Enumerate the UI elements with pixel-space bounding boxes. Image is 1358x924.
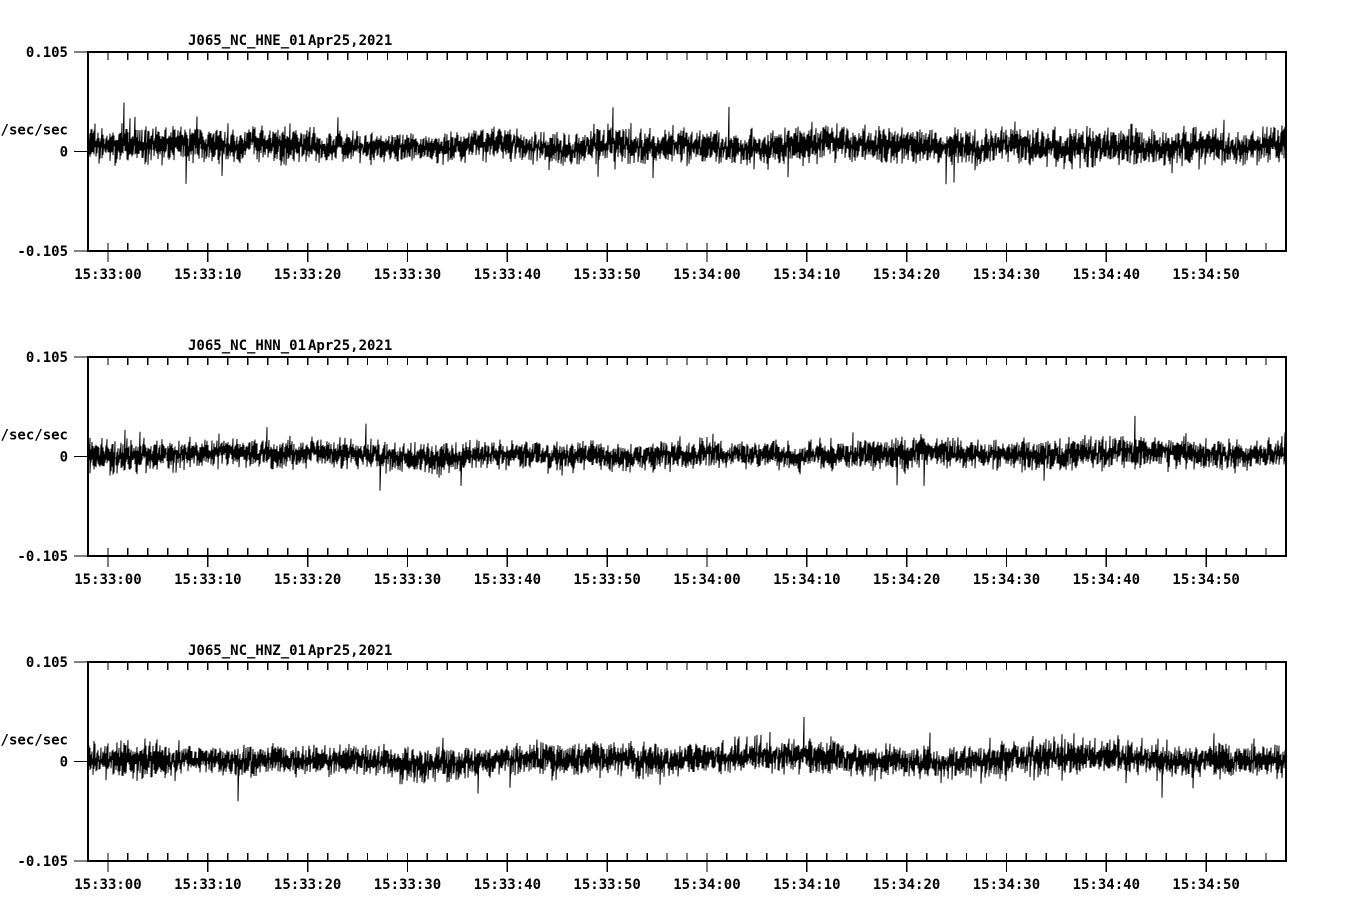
x-axis-tick-label: 15:33:20 <box>274 267 341 283</box>
x-axis-tick-label: 15:33:40 <box>474 267 541 283</box>
waveform-trace <box>87 415 1286 491</box>
x-axis-tick-label: 15:34:10 <box>773 267 840 283</box>
panel-date-label: Apr25,2021 <box>308 338 392 354</box>
y-axis-max-label: 0.105 <box>26 350 68 366</box>
x-axis-tick-label: 15:34:10 <box>773 877 840 893</box>
x-axis-tick-label: 15:33:20 <box>274 877 341 893</box>
x-axis-tick-labels: 15:33:00 15:33:10 15:33:20 15:33:30 15:33:40… <box>74 572 1240 588</box>
y-axis-zero-label: 0 <box>60 145 68 161</box>
x-axis-tick-label: 15:34:20 <box>873 572 940 588</box>
y-axis-min-label: -0.105 <box>17 244 68 260</box>
axis-ticks <box>74 51 1287 262</box>
x-axis-tick-label: 15:33:30 <box>374 877 441 893</box>
x-axis-tick-label: 15:33:50 <box>573 572 640 588</box>
x-axis-tick-label: 15:34:30 <box>973 572 1040 588</box>
x-axis-tick-label: 15:34:30 <box>973 267 1040 283</box>
y-axis-unit-label: cm/sec/sec <box>0 428 68 444</box>
panel-station-label: J065_NC_HNE_01 <box>188 33 306 49</box>
x-axis-tick-label: 15:34:20 <box>873 877 940 893</box>
waveform-trace <box>87 716 1286 802</box>
waveform-trace <box>87 102 1286 185</box>
x-axis-tick-label: 15:34:40 <box>1073 267 1140 283</box>
x-axis-tick-label: 15:34:40 <box>1073 877 1140 893</box>
x-axis-tick-label: 15:33:50 <box>573 267 640 283</box>
x-axis-tick-label: 15:34:00 <box>673 877 740 893</box>
y-axis-min-label: -0.105 <box>17 549 68 565</box>
x-axis-tick-label: 15:33:10 <box>174 877 241 893</box>
x-axis-tick-label: 15:33:30 <box>374 572 441 588</box>
x-axis-tick-label: 15:34:50 <box>1172 572 1239 588</box>
y-axis-max-label: 0.105 <box>26 655 68 671</box>
panel-station-label: J065_NC_HNZ_01 <box>188 643 306 659</box>
x-axis-tick-label: 15:34:50 <box>1172 267 1239 283</box>
x-axis-tick-label: 15:33:10 <box>174 572 241 588</box>
x-axis-tick-label: 15:34:40 <box>1073 572 1140 588</box>
y-axis-unit-label: cm/sec/sec <box>0 123 68 139</box>
x-axis-tick-label: 15:33:30 <box>374 267 441 283</box>
y-axis-zero-label: 0 <box>60 450 68 466</box>
x-axis-tick-label: 15:34:30 <box>973 877 1040 893</box>
x-axis-tick-label: 15:33:00 <box>74 572 141 588</box>
y-axis-min-label: -0.105 <box>17 854 68 870</box>
x-axis-tick-label: 15:33:50 <box>573 877 640 893</box>
x-axis-tick-label: 15:34:00 <box>673 572 740 588</box>
x-axis-tick-label: 15:33:40 <box>474 572 541 588</box>
x-axis-tick-label: 15:33:40 <box>474 877 541 893</box>
x-axis-tick-label: 15:33:00 <box>74 267 141 283</box>
x-axis-tick-label: 15:34:10 <box>773 572 840 588</box>
x-axis-tick-label: 15:34:50 <box>1172 877 1239 893</box>
x-axis-tick-label: 15:33:10 <box>174 267 241 283</box>
x-axis-tick-label: 15:33:00 <box>74 877 141 893</box>
x-axis-tick-label: 15:33:20 <box>274 572 341 588</box>
axis-ticks <box>74 661 1287 872</box>
x-axis-tick-label: 15:34:00 <box>673 267 740 283</box>
y-axis-zero-label: 0 <box>60 755 68 771</box>
panel-date-label: Apr25,2021 <box>308 643 392 659</box>
panel-station-label: J065_NC_HNN_01 <box>188 338 306 354</box>
x-axis-tick-label: 15:34:20 <box>873 267 940 283</box>
x-axis-tick-labels: 15:33:00 15:33:10 15:33:20 15:33:30 15:33:40… <box>74 267 1240 283</box>
x-axis-tick-labels: 15:33:00 15:33:10 15:33:20 15:33:30 15:33:40… <box>74 877 1240 893</box>
y-axis-max-label: 0.105 <box>26 45 68 61</box>
y-axis-unit-label: cm/sec/sec <box>0 733 68 749</box>
axis-ticks <box>74 356 1287 567</box>
panel-date-label: Apr25,2021 <box>308 33 392 49</box>
